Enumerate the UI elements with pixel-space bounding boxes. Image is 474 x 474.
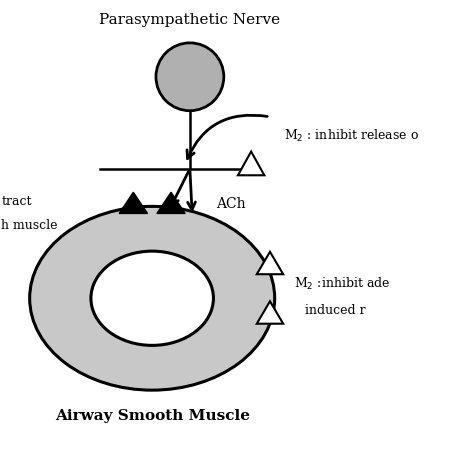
Polygon shape <box>157 192 185 213</box>
Text: h muscle: h muscle <box>1 219 58 232</box>
Text: Airway Smooth Muscle: Airway Smooth Muscle <box>55 409 250 423</box>
Text: induced r: induced r <box>305 303 366 317</box>
Ellipse shape <box>156 43 224 111</box>
Text: Parasympathetic Nerve: Parasympathetic Nerve <box>100 13 281 27</box>
Polygon shape <box>257 252 283 274</box>
Ellipse shape <box>91 251 213 346</box>
Text: ACh: ACh <box>216 197 246 211</box>
Text: tract: tract <box>1 195 32 208</box>
Polygon shape <box>257 301 283 324</box>
Text: M$_2$ : inhibit release o: M$_2$ : inhibit release o <box>284 128 419 144</box>
Ellipse shape <box>30 206 275 390</box>
Text: M$_2$ :inhibit ade: M$_2$ :inhibit ade <box>293 276 390 292</box>
Polygon shape <box>238 152 264 175</box>
Polygon shape <box>119 192 147 213</box>
